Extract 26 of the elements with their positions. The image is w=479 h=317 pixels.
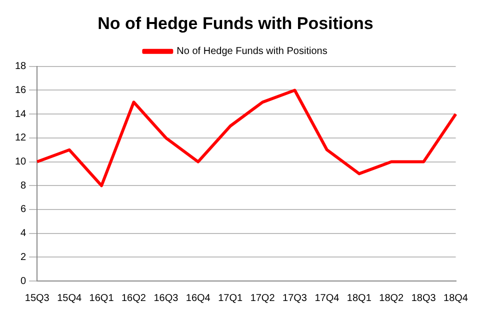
x-tick-label: 17Q2: [250, 292, 276, 304]
y-tick-label: 4: [20, 228, 27, 240]
x-tick-label: 16Q1: [89, 292, 114, 304]
y-tick-label: 0: [20, 276, 27, 287]
x-tick-label: 17Q1: [218, 292, 244, 304]
y-tick-label: 10: [15, 156, 27, 168]
y-tick-label: 14: [15, 108, 27, 120]
x-tick-label: 15Q3: [24, 292, 50, 304]
y-tick-label: 16: [15, 84, 27, 96]
x-tick-label: 18Q1: [346, 292, 372, 304]
legend-label: No of Hedge Funds with Positions: [176, 46, 328, 58]
x-tick-label: 15Q4: [57, 292, 82, 304]
x-tick-label: 16Q2: [122, 292, 146, 304]
x-tick-label: 18Q2: [379, 292, 404, 304]
x-tick-label: 17Q4: [314, 292, 340, 304]
x-tick-label: 16Q4: [186, 292, 211, 304]
y-tick-label: 2: [20, 252, 27, 263]
x-tick-label: 16Q3: [154, 292, 179, 304]
x-tick-label: 17Q3: [282, 292, 308, 304]
y-tick-label: 12: [15, 132, 27, 144]
x-tick-label: 18Q4: [444, 292, 468, 304]
x-tick-label: 18Q3: [411, 292, 436, 304]
y-tick-label: 8: [20, 180, 27, 192]
y-tick-label: 6: [20, 204, 27, 216]
chart-title: No of Hedge Funds with Positions: [98, 14, 374, 33]
y-tick-label: 18: [15, 61, 27, 72]
